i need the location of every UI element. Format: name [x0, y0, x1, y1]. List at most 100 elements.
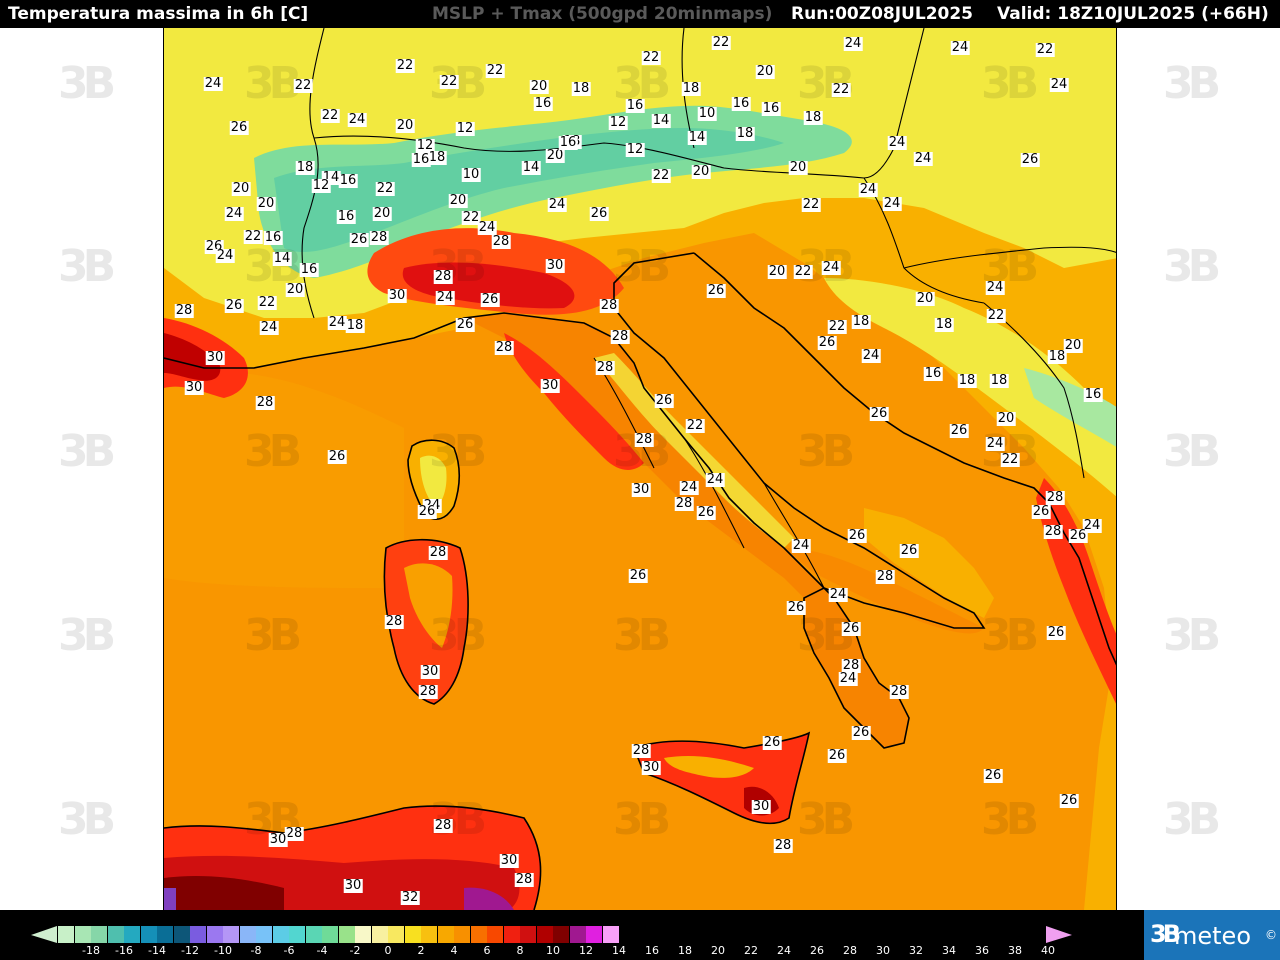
temperature-label: 24	[259, 320, 279, 335]
temperature-label: 26	[224, 298, 244, 313]
temperature-label: 26	[654, 393, 674, 408]
legend-swatch	[520, 926, 536, 943]
temperature-label: 24	[858, 182, 878, 197]
temperature-label: 28	[494, 340, 514, 355]
legend-swatch	[289, 926, 305, 943]
legend-tick-label: 30	[876, 944, 890, 957]
temperature-label: 22	[293, 78, 313, 93]
temperature-label: 26	[827, 748, 847, 763]
temperature-label: 26	[762, 735, 782, 750]
temperature-label: 18	[957, 373, 977, 388]
temperature-label: 20	[231, 181, 251, 196]
temperature-label: 22	[257, 295, 277, 310]
temperature-label: 24	[477, 220, 497, 235]
legend-swatch	[454, 926, 470, 943]
legend-tick-label: -12	[181, 944, 199, 957]
temperature-label: 18	[934, 317, 954, 332]
legend-tick-label: 28	[843, 944, 857, 957]
temperature-label: 24	[861, 348, 881, 363]
temperature-label: 26	[983, 768, 1003, 783]
temperature-label: 28	[369, 230, 389, 245]
temperature-label: 26	[417, 504, 437, 519]
legend-swatch	[569, 926, 586, 943]
temperature-label: 26	[628, 568, 648, 583]
temperature-label: 30	[545, 258, 565, 273]
legend-tick-label: 38	[1008, 944, 1022, 957]
temperature-label: 22	[439, 74, 459, 89]
temperature-label: 18	[989, 373, 1009, 388]
legend-swatch	[74, 926, 91, 943]
legend-swatch	[256, 926, 272, 943]
temperature-label: 12	[625, 142, 645, 157]
watermark-logo: 3B	[1163, 241, 1221, 292]
legend-swatch	[157, 926, 173, 943]
watermark-logo: 3B	[58, 610, 116, 661]
temperature-label: 32	[400, 890, 420, 905]
temperature-label: 28	[491, 234, 511, 249]
temperature-label: 26	[696, 505, 716, 520]
left-margin: 3B 3B 3B 3B 3B	[0, 28, 163, 910]
temperature-label: 22	[375, 181, 395, 196]
temperature-label: 20	[285, 282, 305, 297]
temperature-label: 20	[1063, 338, 1083, 353]
temperature-label: 26	[817, 335, 837, 350]
temperature-label: 18	[681, 81, 701, 96]
temperature-label: 22	[641, 50, 661, 65]
temperature-label: 26	[847, 528, 867, 543]
watermark-logo: 3B	[58, 241, 116, 292]
legend-swatch	[272, 926, 289, 943]
temperature-label: 16	[625, 98, 645, 113]
temperature-label: 28	[433, 818, 453, 833]
temperature-label: 24	[882, 196, 902, 211]
legend-swatch	[206, 926, 223, 943]
legend-tick-label: -16	[115, 944, 133, 957]
temperature-label: 12	[608, 115, 628, 130]
temperature-label: 12	[455, 121, 475, 136]
temperature-label: 28	[610, 329, 630, 344]
temperature-label: 24	[985, 436, 1005, 451]
temperature-label: 22	[831, 82, 851, 97]
temperature-label: 26	[327, 449, 347, 464]
temperature-label: 22	[320, 108, 340, 123]
temperature-map[interactable]: 3B3B3B3B3B3B3B3B3B3B3B3B3B3B3B3B3B3B3B3B…	[163, 28, 1117, 910]
temperature-label: 12	[311, 178, 331, 193]
temperature-label: 30	[499, 853, 519, 868]
temperature-label: 26	[1068, 528, 1088, 543]
temperature-label: 28	[384, 614, 404, 629]
right-margin: 3B 3B 3B 3B 3B	[1117, 28, 1280, 910]
temperature-label: 30	[387, 288, 407, 303]
temperature-label: 24	[838, 671, 858, 686]
temperature-label: 18	[427, 150, 447, 165]
temperature-label: 24	[843, 36, 863, 51]
temperature-label: 22	[793, 264, 813, 279]
watermark-logo: 3B	[1163, 58, 1221, 109]
legend-swatch	[140, 926, 157, 943]
temperature-label: 28	[284, 826, 304, 841]
temperature-label: 20	[448, 193, 468, 208]
legend-swatch	[58, 926, 74, 943]
legend-swatch	[173, 926, 190, 943]
legend-tick-label: 16	[645, 944, 659, 957]
temperature-label: 18	[345, 318, 365, 333]
temperature-label: 22	[801, 197, 821, 212]
temperature-label: 24	[828, 587, 848, 602]
temperature-label: 28	[174, 303, 194, 318]
temperature-label: 30	[641, 760, 661, 775]
temperature-label: 24	[985, 280, 1005, 295]
watermark-logo: 3B	[58, 58, 116, 109]
temperature-label: 24	[791, 538, 811, 553]
legend-low-arrow-icon	[31, 926, 57, 943]
watermark-logo: 3B	[1163, 426, 1221, 477]
temperature-label: 30	[343, 878, 363, 893]
legend-tick-label: 18	[678, 944, 692, 957]
temperature-label: 22	[711, 35, 731, 50]
temperature-label: 22	[986, 308, 1006, 323]
temperature-label: 22	[651, 168, 671, 183]
legend-tick-label: -10	[214, 944, 232, 957]
temperature-label: 26	[706, 283, 726, 298]
temperature-label: 14	[687, 130, 707, 145]
legend-tick-label: -8	[250, 944, 262, 957]
temperature-label: 24	[1082, 518, 1102, 533]
temperature-label: 28	[418, 684, 438, 699]
map-title: Temperatura massima in 6h [C]	[8, 4, 309, 24]
